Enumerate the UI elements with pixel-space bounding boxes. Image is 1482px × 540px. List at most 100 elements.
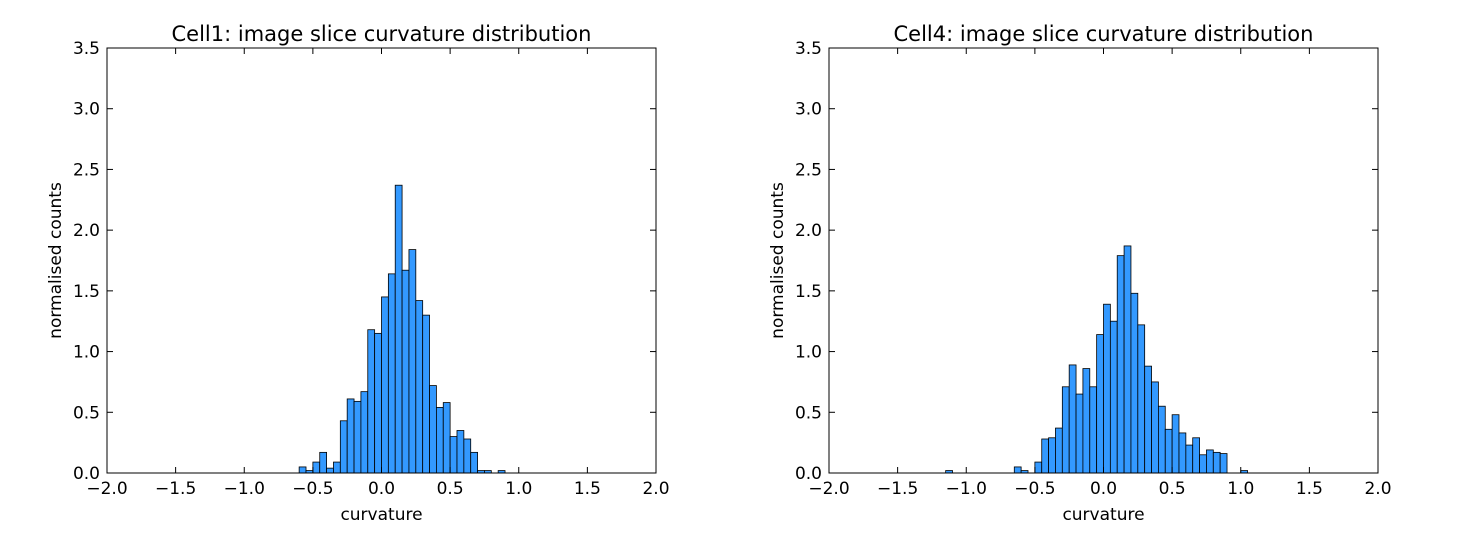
histogram-bar xyxy=(422,314,430,474)
histogram-bar xyxy=(442,402,451,474)
y-tick-label: 1.5 xyxy=(73,282,100,302)
y-tick-label: 1.0 xyxy=(73,343,100,363)
y-tick-label: 0.0 xyxy=(73,464,100,484)
x-axis-label: curvature xyxy=(340,505,422,525)
x-tick-label: −1.0 xyxy=(224,479,265,499)
histogram-bar xyxy=(1075,393,1084,474)
x-tick-label: 2.0 xyxy=(1364,479,1391,499)
histogram-bar xyxy=(1082,368,1091,474)
y-tick-label: 3.0 xyxy=(795,100,822,120)
x-tick-label: −1.5 xyxy=(155,479,196,499)
histogram-bar xyxy=(1048,437,1056,474)
chart-panel-2: −2.0 −1.5 −1.0 −0.5 0.0 0.5 1.0 1.5 2.0 0.0 0.5 1.0… xyxy=(768,22,1392,525)
bars-group xyxy=(945,245,1249,474)
histogram-bar xyxy=(435,407,444,474)
chart-title: Cell4: image slice curvature distributio… xyxy=(894,22,1314,46)
x-tick-label: 2.0 xyxy=(642,479,669,499)
histogram-bar xyxy=(1096,334,1104,474)
histogram-bar xyxy=(1130,292,1139,474)
histogram-bar xyxy=(415,300,424,474)
histogram-bar xyxy=(1034,461,1043,474)
x-axis-label: curvature xyxy=(1062,505,1144,525)
histogram-bar xyxy=(1068,364,1077,474)
x-tick-label: −2.0 xyxy=(86,479,127,499)
histogram-bar xyxy=(1041,438,1050,474)
x-tick-label: 1.0 xyxy=(1227,479,1254,499)
histogram-bar xyxy=(1144,365,1152,474)
bars-group xyxy=(298,184,506,474)
histogram-bar xyxy=(1171,414,1180,474)
histogram-bar xyxy=(1178,432,1187,474)
histogram-bar xyxy=(408,249,417,474)
x-tick-label: −0.5 xyxy=(1014,479,1055,499)
y-tick-label: 2.0 xyxy=(795,221,822,241)
y-tick-label: 3.5 xyxy=(795,39,822,59)
x-tick-label: 0.0 xyxy=(368,479,395,499)
x-tick-label: 1.5 xyxy=(1296,479,1323,499)
x-tick-label: −1.5 xyxy=(877,479,918,499)
histogram-bar xyxy=(1123,245,1132,474)
histogram-bar xyxy=(449,436,458,474)
histogram-bar xyxy=(298,466,307,474)
histogram-bar xyxy=(1199,454,1207,474)
histogram-bar xyxy=(456,430,465,474)
y-tick-label: 0.0 xyxy=(795,464,822,484)
histogram-bar xyxy=(1103,303,1111,474)
histogram-bar xyxy=(394,184,403,474)
histogram-bar xyxy=(374,332,382,474)
histogram-bar xyxy=(381,296,389,474)
histogram-bar xyxy=(1109,320,1118,474)
histogram-bar xyxy=(1061,386,1070,474)
y-axis-label: normalised counts xyxy=(46,182,66,339)
x-tick-label: 0.5 xyxy=(1159,479,1186,499)
x-tick-label: −1.0 xyxy=(946,479,987,499)
y-tick-label: 1.0 xyxy=(795,343,822,363)
x-tick-label: −2.0 xyxy=(808,479,849,499)
y-tick-label: 3.5 xyxy=(73,39,100,59)
histogram-bar xyxy=(1055,427,1063,474)
x-tick-label: 0.0 xyxy=(1090,479,1117,499)
histogram-bar xyxy=(353,400,362,474)
histogram-bar xyxy=(463,438,472,474)
histogram-bar xyxy=(1151,381,1159,474)
histogram-bar xyxy=(1164,428,1173,474)
histogram-bar xyxy=(360,391,369,474)
histogram-bar xyxy=(1212,451,1221,474)
histogram-bar xyxy=(333,461,341,474)
x-tick-label: −0.5 xyxy=(292,479,333,499)
histogram-bar xyxy=(401,269,410,474)
histogram-bar xyxy=(339,420,348,474)
y-tick-label: 2.5 xyxy=(795,160,822,180)
y-tick-label: 3.0 xyxy=(73,100,100,120)
histogram-bar xyxy=(1013,466,1022,474)
y-tick-label: 1.5 xyxy=(795,282,822,302)
chart-panel-1: −2.0 −1.5 −1.0 −0.5 0.0 0.5 1.0 1.5 2.0 0.0 0.5 1.0… xyxy=(46,22,670,525)
histogram-bar xyxy=(1219,453,1228,474)
x-tick-label: 1.0 xyxy=(505,479,532,499)
y-tick-label: 2.5 xyxy=(73,160,100,180)
chart-title: Cell1: image slice curvature distributio… xyxy=(172,22,592,46)
histogram-bar xyxy=(1137,324,1146,474)
histogram-bar xyxy=(1116,255,1125,474)
x-tick-label: 1.5 xyxy=(574,479,601,499)
histogram-bar xyxy=(1206,449,1214,474)
y-tick-label: 0.5 xyxy=(73,403,100,423)
histogram-bar xyxy=(1185,444,1194,474)
histogram-bar xyxy=(387,273,396,474)
histogram-bar xyxy=(319,451,327,474)
histogram-bar xyxy=(1158,405,1166,474)
histogram-bar xyxy=(326,467,334,474)
histogram-bar xyxy=(312,461,321,474)
histogram-bar xyxy=(429,385,437,474)
histogram-bar xyxy=(367,329,376,474)
histogram-bar xyxy=(346,398,355,474)
y-axis-label: normalised counts xyxy=(768,182,788,339)
histogram-bar xyxy=(470,451,478,474)
y-tick-label: 2.0 xyxy=(73,221,100,241)
y-tick-label: 0.5 xyxy=(795,403,822,423)
histogram-bar xyxy=(1192,437,1200,474)
x-tick-label: 0.5 xyxy=(437,479,464,499)
histogram-bar xyxy=(1089,386,1098,474)
